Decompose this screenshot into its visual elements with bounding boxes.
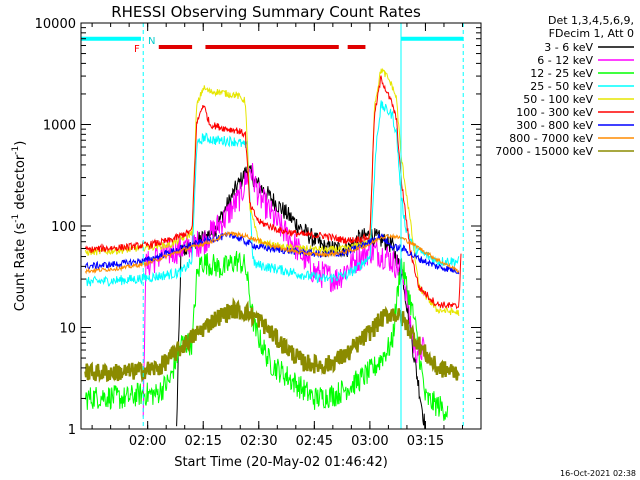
legend-label-9: 7000 - 15000 keV (495, 145, 593, 158)
legend-header-line-2: FDecim 1, Att 0 (549, 27, 634, 40)
series-line-3 (84, 250, 449, 421)
y-tick-label-4: 1000 (43, 119, 76, 134)
legend-label-6: 100 - 300 keV (516, 106, 593, 119)
y-tick-label-2: 10 (59, 322, 76, 337)
y-axis-label-sup-1: -1 (11, 214, 21, 223)
y-tick-label-5: 10000 (35, 17, 76, 32)
x-axis-label: Start Time (20-May-02 01:46:42) (174, 455, 388, 470)
legend-label-8: 800 - 7000 keV (509, 132, 593, 145)
legend: Det 1,3,4,5,6,9, FDecim 1, Att 0 3 - 6 k… (495, 14, 634, 158)
y-tick-label-3: 100 (51, 220, 76, 235)
series-line-4 (85, 100, 460, 287)
night-label: N (148, 36, 155, 47)
x-tick-label-4: 02:45 (296, 434, 333, 449)
series-line-6 (84, 75, 462, 310)
series-line-8 (84, 230, 460, 275)
legend-label-5: 50 - 100 keV (523, 93, 593, 106)
timestamp: 16-Oct-2021 02:38 (560, 469, 636, 478)
legend-label-1: 3 - 6 keV (544, 41, 593, 54)
x-tick-label-1: 02:00 (129, 434, 166, 449)
legend-label-2: 6 - 12 keV (537, 54, 593, 67)
series-layer (84, 67, 462, 429)
y-axis-label-mid: detector (13, 154, 28, 214)
y-axis-label: Count Rate (s-1 detector-1) (11, 141, 28, 312)
y-tick-label-1: 1 (68, 423, 76, 438)
chart-title: RHESSI Observing Summary Count Rates (111, 3, 421, 21)
series-line-9 (84, 297, 460, 384)
x-tick-label-2: 02:15 (184, 434, 221, 449)
series-line-5 (84, 67, 460, 317)
legend-header-line-1: Det 1,3,4,5,6,9, (548, 14, 634, 27)
x-tick-label-3: 02:30 (240, 434, 277, 449)
y-axis-label-end: ) (13, 141, 28, 146)
y-axis-label-sup-2: -1 (11, 146, 21, 155)
x-axis: 02:00 02:15 02:30 02:45 03:00 03:15 (91, 23, 482, 449)
x-tick-label-6: 03:15 (407, 434, 444, 449)
x-tick-label-5: 03:00 (351, 434, 388, 449)
legend-label-3: 12 - 25 keV (530, 67, 593, 80)
legend-label-4: 25 - 50 keV (530, 80, 593, 93)
flare-label: F (134, 44, 140, 55)
y-axis-label-main: Count Rate (s (13, 223, 28, 312)
legend-label-7: 300 - 800 keV (516, 119, 593, 132)
y-axis: 1 10 100 1000 10000 (35, 17, 481, 438)
